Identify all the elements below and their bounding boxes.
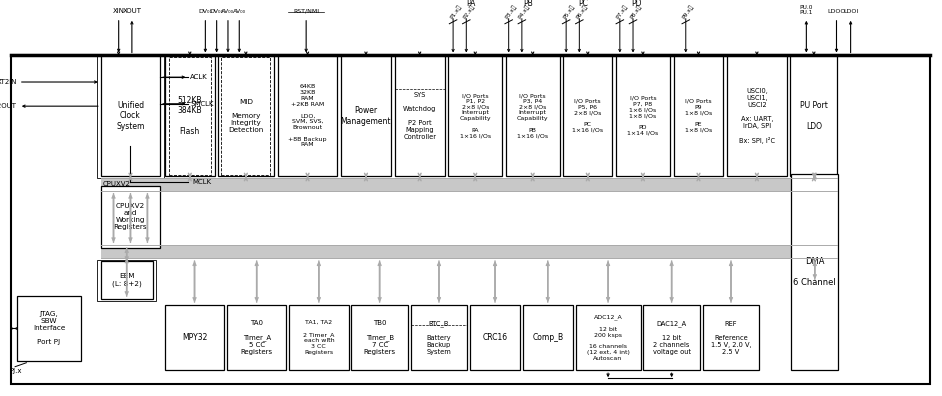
Text: LDOO: LDOO [827, 9, 846, 13]
Bar [351, 305, 408, 370]
Text: REF

Reference
1.5 V, 2.0 V,
2.5 V: REF Reference 1.5 V, 2.0 V, 2.5 V [711, 321, 751, 354]
Text: PU Port

LDO: PU Port LDO [800, 101, 828, 131]
Bar [703, 305, 759, 370]
Text: PJ.x: PJ.x [9, 368, 22, 374]
Text: P7.x⧸: P7.x⧸ [615, 3, 629, 20]
Text: P4.x⧸: P4.x⧸ [517, 3, 531, 20]
Bar [169, 57, 211, 175]
Text: Comp_B: Comp_B [532, 333, 563, 342]
Bar [790, 55, 837, 176]
Bar [563, 55, 612, 176]
Text: AV₀₀: AV₀₀ [233, 9, 246, 13]
Bar [411, 305, 467, 370]
Text: 64KB
32KB
RAM
+2KB RAM

LDO,
SVM, SVS,
Brownout

+8B Backup
RAM: 64KB 32KB RAM +2KB RAM LDO, SVM, SVS, Br… [288, 84, 327, 147]
Text: SYS

Watchdog

P2 Port
Mapping
Controller: SYS Watchdog P2 Port Mapping Controller [403, 92, 436, 140]
Bar [523, 305, 573, 370]
Text: I/O Ports
P9
1×8 I/Os

PE
1×8 I/Os: I/O Ports P9 1×8 I/Os PE 1×8 I/Os [685, 99, 712, 133]
Bar [101, 178, 837, 191]
Bar [616, 55, 670, 176]
Text: EEM
(L: 8+2): EEM (L: 8+2) [112, 273, 141, 287]
Bar [221, 57, 270, 175]
Text: RTC_B

Battery
Backup
System: RTC_B Battery Backup System [427, 320, 451, 355]
Bar [727, 55, 787, 176]
Text: ACLK: ACLK [190, 74, 208, 80]
Bar [227, 305, 286, 370]
Text: P3.x⧸: P3.x⧸ [504, 3, 518, 20]
Text: PC: PC [578, 0, 588, 8]
Bar [576, 305, 641, 370]
Text: ADC12_A

12 bit
200 ksps

16 channels
(12 ext, 4 int)
Autoscan: ADC12_A 12 bit 200 ksps 16 channels (12 … [587, 314, 629, 361]
Bar [341, 55, 391, 176]
Text: CRC16: CRC16 [482, 333, 508, 342]
Text: XT2OUT: XT2OUT [0, 103, 17, 109]
Text: PA: PA [466, 0, 476, 8]
Bar [218, 55, 274, 176]
Text: DMA

6 Channel: DMA 6 Channel [793, 257, 836, 287]
Text: PB: PB [524, 0, 533, 8]
Text: SMCLK: SMCLK [190, 101, 214, 107]
Text: Unified
Clock
System: Unified Clock System [116, 101, 145, 131]
Bar [791, 174, 838, 370]
Bar [506, 55, 560, 176]
Bar [97, 260, 156, 301]
Text: I/O Ports
P1, P2
2×8 I/Os
Interrupt
Capability

PA
1×16 I/Os: I/O Ports P1, P2 2×8 I/Os Interrupt Capa… [460, 93, 491, 139]
Text: P6.x⧸: P6.x⧸ [575, 4, 589, 20]
Bar [11, 55, 930, 384]
Text: 512KB
384KB

Flash: 512KB 384KB Flash [177, 96, 203, 136]
Bar [165, 305, 224, 370]
Text: AV₀₀: AV₀₀ [221, 9, 235, 13]
Text: P9.x⧸: P9.x⧸ [681, 3, 695, 20]
Bar [165, 55, 215, 176]
Text: PD: PD [631, 0, 642, 8]
Text: PU.0
PU.1: PU.0 PU.1 [800, 4, 813, 15]
Text: USCI0,
USCI1,
USCI2

Ax: UART,
IrDA, SPI

Bx: SPI, I²C: USCI0, USCI1, USCI2 Ax: UART, IrDA, SPI … [739, 88, 775, 144]
Text: I/O Ports
P3, P4
2×8 I/Os
Interrupt
Capability

PB
1×16 I/Os: I/O Ports P3, P4 2×8 I/Os Interrupt Capa… [517, 93, 548, 139]
Bar [17, 296, 81, 361]
Text: XT2IN: XT2IN [0, 79, 17, 85]
Text: I/O Ports
P7, P8
1×6 I/Os
1×8 I/Os

PD
1×14 I/Os: I/O Ports P7, P8 1×6 I/Os 1×8 I/Os PD 1×… [627, 96, 658, 136]
Text: DAC12_A

12 bit
2 channels
voltage out: DAC12_A 12 bit 2 channels voltage out [653, 320, 690, 355]
Text: TA1, TA2

2 Timer_A
each with
3 CC
Registers: TA1, TA2 2 Timer_A each with 3 CC Regist… [303, 320, 334, 355]
Bar [674, 55, 723, 176]
Text: XIN: XIN [113, 8, 124, 14]
Bar [289, 305, 349, 370]
Text: DV₀₀: DV₀₀ [210, 9, 223, 13]
Bar [470, 305, 520, 370]
Bar [643, 305, 700, 370]
Bar [101, 55, 160, 176]
Text: DV₀₀: DV₀₀ [199, 9, 212, 13]
Text: Power
Management: Power Management [341, 106, 391, 126]
Text: MID

Memory
Integrity
Detection: MID Memory Integrity Detection [228, 99, 264, 133]
Text: P1.x⧸: P1.x⧸ [448, 4, 463, 20]
Bar [278, 55, 337, 176]
Text: CPUXV2: CPUXV2 [103, 181, 131, 187]
Text: P8.x⧸: P8.x⧸ [628, 3, 642, 20]
Bar [448, 55, 502, 176]
Bar [101, 186, 160, 248]
Text: XOUT: XOUT [122, 8, 141, 14]
Text: I/O Ports
P5, P6
2×8 I/Os

PC
1×16 I/Os: I/O Ports P5, P6 2×8 I/Os PC 1×16 I/Os [572, 99, 604, 133]
Text: P2.x⧸: P2.x⧸ [462, 3, 476, 20]
Text: TB0

Timer_B
7 CC
Registers: TB0 Timer_B 7 CC Registers [364, 320, 396, 355]
Text: RST/NMI: RST/NMI [293, 9, 319, 13]
Text: P5.x⧸: P5.x⧸ [561, 3, 576, 20]
Text: MPY32: MPY32 [182, 333, 207, 342]
Text: TA0

Timer_A
5 CC
Registers: TA0 Timer_A 5 CC Registers [240, 320, 273, 355]
Bar [395, 55, 445, 176]
Text: CPUXV2
and
Working
Registers: CPUXV2 and Working Registers [114, 203, 147, 230]
Bar [101, 261, 153, 299]
Text: MCLK: MCLK [192, 179, 211, 185]
Text: JTAG,
SBW
Interface

Port PJ: JTAG, SBW Interface Port PJ [33, 312, 65, 345]
Bar [101, 245, 837, 258]
Text: LDOI: LDOI [843, 9, 858, 13]
Bar [97, 54, 164, 178]
